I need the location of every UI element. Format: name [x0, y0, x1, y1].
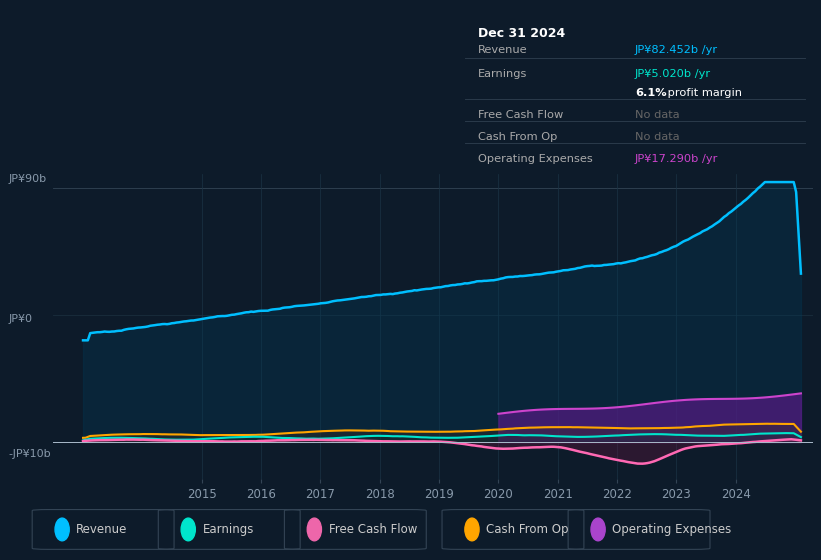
Text: profit margin: profit margin: [664, 88, 742, 98]
Text: Cash From Op: Cash From Op: [486, 523, 569, 536]
Text: No data: No data: [635, 132, 680, 142]
Text: JP¥90b: JP¥90b: [8, 174, 46, 184]
Text: JP¥17.290b /yr: JP¥17.290b /yr: [635, 153, 718, 164]
Text: Earnings: Earnings: [479, 69, 528, 79]
Text: Revenue: Revenue: [479, 45, 528, 55]
Text: -JP¥10b: -JP¥10b: [8, 449, 51, 459]
Text: JP¥82.452b /yr: JP¥82.452b /yr: [635, 45, 718, 55]
Text: Free Cash Flow: Free Cash Flow: [479, 110, 563, 120]
Text: JP¥0: JP¥0: [8, 314, 32, 324]
Ellipse shape: [465, 518, 479, 541]
Text: JP¥5.020b /yr: JP¥5.020b /yr: [635, 69, 711, 79]
Ellipse shape: [181, 518, 195, 541]
Text: Dec 31 2024: Dec 31 2024: [479, 27, 566, 40]
Ellipse shape: [55, 518, 69, 541]
Text: Cash From Op: Cash From Op: [479, 132, 557, 142]
Text: Earnings: Earnings: [203, 523, 254, 536]
Text: No data: No data: [635, 110, 680, 120]
Text: Operating Expenses: Operating Expenses: [479, 153, 593, 164]
Ellipse shape: [307, 518, 322, 541]
Text: 6.1%: 6.1%: [635, 88, 667, 98]
Text: Free Cash Flow: Free Cash Flow: [328, 523, 417, 536]
Text: Revenue: Revenue: [76, 523, 128, 536]
Text: Operating Expenses: Operating Expenses: [612, 523, 732, 536]
Ellipse shape: [591, 518, 605, 541]
